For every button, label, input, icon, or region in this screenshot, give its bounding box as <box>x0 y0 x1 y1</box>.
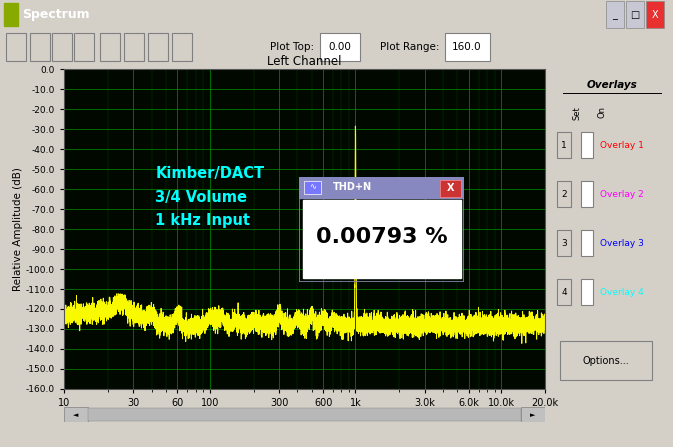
Text: THD+N: THD+N <box>332 182 371 192</box>
Bar <box>626 1 644 28</box>
Bar <box>124 33 144 61</box>
Text: Spectrum: Spectrum <box>22 8 90 21</box>
Text: 160.0: 160.0 <box>452 42 482 52</box>
Text: Set: Set <box>573 106 581 120</box>
Bar <box>557 230 571 256</box>
Bar <box>557 181 571 207</box>
Text: 0.00: 0.00 <box>328 42 351 52</box>
Text: Plot Range:: Plot Range: <box>380 42 439 52</box>
Text: Options...: Options... <box>582 356 629 366</box>
Bar <box>172 33 192 61</box>
Bar <box>581 181 594 207</box>
Text: Overlay 2: Overlay 2 <box>600 190 643 199</box>
Bar <box>30 33 50 61</box>
Text: ∿: ∿ <box>309 182 316 192</box>
Text: Overlays: Overlays <box>586 80 637 90</box>
FancyBboxPatch shape <box>445 33 490 61</box>
FancyBboxPatch shape <box>561 341 652 380</box>
Text: 0.00793 %: 0.00793 % <box>316 228 448 248</box>
Bar <box>303 200 461 278</box>
Text: X: X <box>447 183 454 193</box>
Bar <box>88 409 521 421</box>
Bar <box>100 33 120 61</box>
Bar <box>646 1 664 28</box>
Text: Overlay 1: Overlay 1 <box>600 141 643 150</box>
Bar <box>606 1 624 28</box>
Text: □: □ <box>631 9 639 20</box>
FancyBboxPatch shape <box>320 33 360 61</box>
Bar <box>557 279 571 305</box>
Bar <box>148 33 168 61</box>
Text: ►: ► <box>530 412 536 417</box>
Bar <box>581 230 594 256</box>
Text: 4: 4 <box>561 288 567 297</box>
Bar <box>581 279 594 305</box>
Bar <box>439 180 461 197</box>
Bar <box>581 132 594 158</box>
Bar <box>557 132 571 158</box>
Bar <box>52 33 72 61</box>
Text: ◄: ◄ <box>73 412 79 417</box>
Text: _: _ <box>612 9 617 20</box>
Text: Kimber/DACT
3/4 Volume
1 kHz Input: Kimber/DACT 3/4 Volume 1 kHz Input <box>155 166 264 228</box>
Bar <box>521 407 545 422</box>
Bar <box>299 177 464 198</box>
Text: On: On <box>597 106 606 118</box>
Text: Overlay 4: Overlay 4 <box>600 288 643 297</box>
Bar <box>6 33 26 61</box>
Y-axis label: Relative Amplitude (dB): Relative Amplitude (dB) <box>13 167 23 291</box>
Title: Left Channel: Left Channel <box>267 55 342 68</box>
Text: X: X <box>651 9 658 20</box>
Bar <box>64 407 88 422</box>
Bar <box>304 181 321 194</box>
Text: Overlay 3: Overlay 3 <box>600 239 643 248</box>
X-axis label: Frequency (Hz): Frequency (Hz) <box>262 411 347 421</box>
Text: 3: 3 <box>561 239 567 248</box>
Text: 2: 2 <box>561 190 567 199</box>
Bar <box>4 3 18 26</box>
Text: 1: 1 <box>561 141 567 150</box>
Bar <box>74 33 94 61</box>
Text: Plot Top:: Plot Top: <box>270 42 314 52</box>
